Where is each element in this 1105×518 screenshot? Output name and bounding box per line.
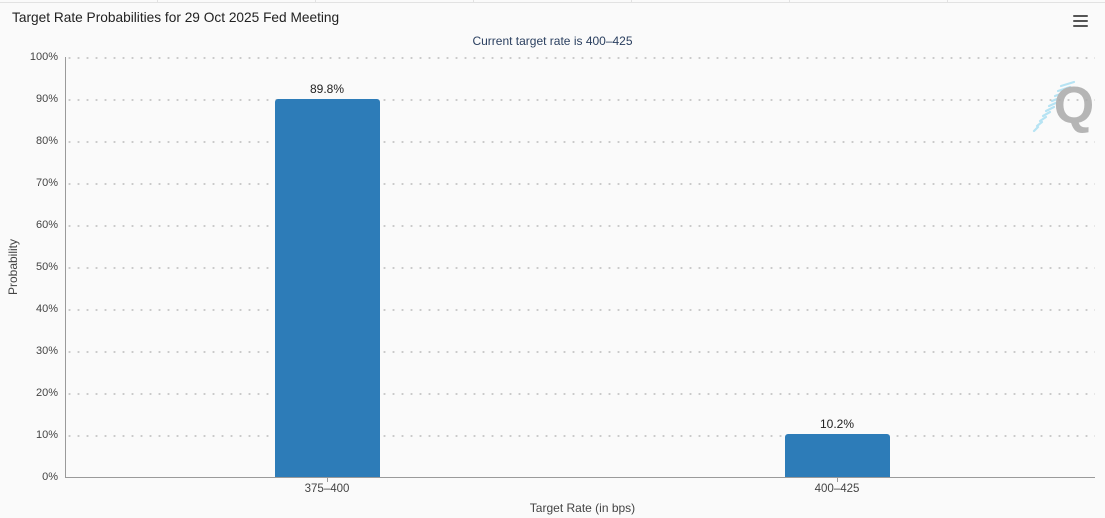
svg-text:Q: Q [1054,77,1094,135]
